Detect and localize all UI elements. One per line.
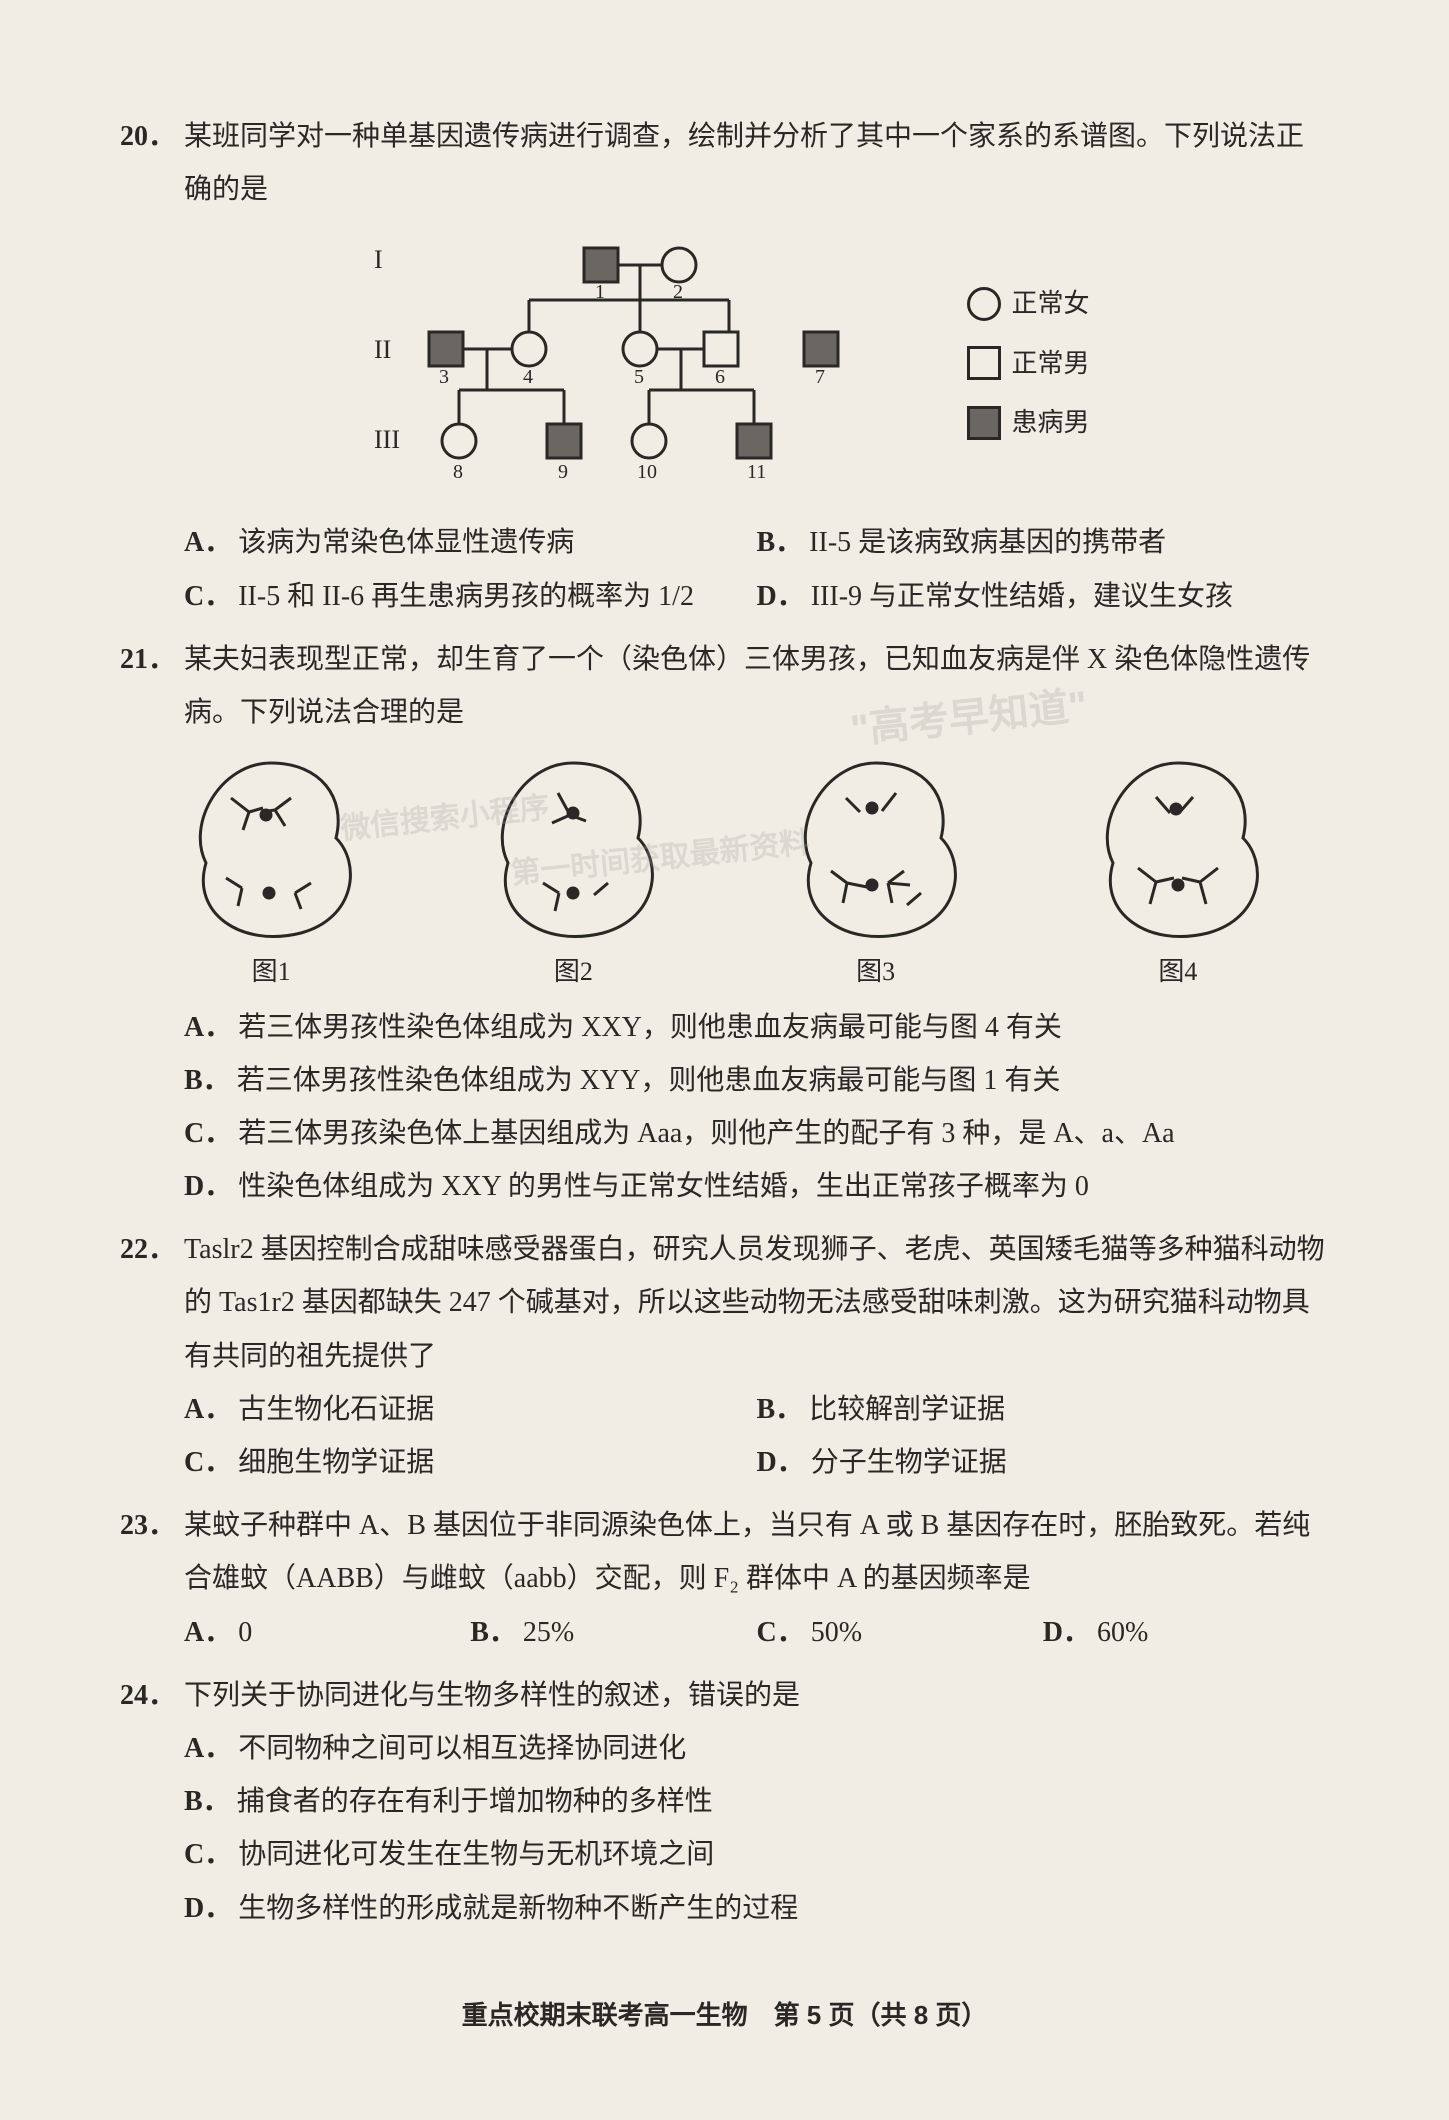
legend-filled-square-icon — [967, 406, 1001, 440]
cell-fig3 — [776, 753, 976, 943]
legend-affected-m: 患病男 — [1011, 398, 1089, 447]
q22-option-d: D．分子生物学证据 — [756, 1436, 1306, 1489]
svg-text:4: 4 — [523, 366, 533, 388]
q21-option-a: A．若三体男孩性染色体组成为 XXY，则他患血友病最可能与图 4 有关 — [120, 1001, 1329, 1054]
q22-option-b: B．比较解剖学证据 — [756, 1383, 1306, 1436]
q22-stem: Taslr2 基因控制合成甜味感受器蛋白，研究人员发现狮子、老虎、英国矮毛猫等多… — [184, 1223, 1329, 1383]
svg-text:11: 11 — [747, 461, 766, 483]
svg-text:2: 2 — [673, 281, 683, 303]
q23-option-b: B．25% — [470, 1606, 733, 1659]
q21-number: 21． — [120, 633, 184, 739]
svg-text:III: III — [374, 425, 400, 454]
svg-text:II: II — [374, 335, 391, 364]
q23-option-a: A．0 — [184, 1606, 447, 1659]
q20-stem: 某班同学对一种单基因遗传病进行调查，绘制并分析了其中一个家系的系谱图。下列说法正… — [184, 110, 1329, 216]
cell-fig1 — [171, 753, 371, 943]
cell-fig2 — [473, 753, 673, 943]
fig3-caption: 图3 — [776, 947, 976, 996]
cell-fig4 — [1078, 753, 1278, 943]
q20-option-a: A．该病为常染色体显性遗传病 — [184, 516, 734, 569]
legend-normal-m: 正常男 — [1011, 339, 1089, 388]
q22-option-c: C．细胞生物学证据 — [184, 1436, 734, 1489]
q23-option-c: C．50% — [756, 1606, 1019, 1659]
q24-option-b: B．捕食者的存在有利于增加物种的多样性 — [120, 1775, 1329, 1828]
q23-option-d: D．60% — [1043, 1606, 1306, 1659]
q21-figures: 图1 图2 — [120, 753, 1329, 996]
q21-option-d: D．性染色体组成为 XXY 的男性与正常女性结婚，生出正常孩子概率为 0 — [120, 1160, 1329, 1213]
q20-option-d: D．III-9 与正常女性结婚，建议生女孩 — [756, 570, 1306, 623]
svg-text:5: 5 — [634, 366, 644, 388]
question-24: 24． 下列关于协同进化与生物多样性的叙述，错误的是 A．不同物种之间可以相互选… — [120, 1669, 1329, 1935]
q24-option-a: A．不同物种之间可以相互选择协同进化 — [120, 1722, 1329, 1775]
page: 20． 某班同学对一种单基因遗传病进行调查，绘制并分析了其中一个家系的系谱图。下… — [120, 110, 1329, 2040]
svg-text:6: 6 — [715, 366, 725, 388]
fig2-caption: 图2 — [473, 947, 673, 996]
question-20: 20． 某班同学对一种单基因遗传病进行调查，绘制并分析了其中一个家系的系谱图。下… — [120, 110, 1329, 623]
svg-text:I: I — [374, 245, 383, 274]
svg-text:9: 9 — [558, 461, 568, 483]
question-23: 23． 某蚊子种群中 A、B 基因位于非同源染色体上，当只有 A 或 B 基因存… — [120, 1499, 1329, 1659]
svg-text:8: 8 — [453, 461, 463, 483]
svg-text:3: 3 — [439, 366, 449, 388]
q24-number: 24． — [120, 1669, 184, 1722]
q21-option-b: B．若三体男孩性染色体组成为 XYY，则他患血友病最可能与图 1 有关 — [120, 1054, 1329, 1107]
q23-stem: 某蚊子种群中 A、B 基因位于非同源染色体上，当只有 A 或 B 基因存在时，胚… — [184, 1499, 1329, 1605]
legend-square-icon — [967, 346, 1001, 380]
q24-option-d: D．生物多样性的形成就是新物种不断产生的过程 — [120, 1882, 1329, 1935]
q23-number: 23． — [120, 1499, 184, 1605]
q24-option-c: C．协同进化可发生在生物与无机环境之间 — [120, 1828, 1329, 1881]
q20-pedigree-figure: I II III 1 2 — [120, 228, 1329, 498]
q20-option-b: B．II-5 是该病致病基因的携带者 — [756, 516, 1306, 569]
q24-stem: 下列关于协同进化与生物多样性的叙述，错误的是 — [184, 1669, 1329, 1722]
fig1-caption: 图1 — [171, 947, 371, 996]
svg-text:10: 10 — [637, 461, 657, 483]
q21-option-c: C．若三体男孩染色体上基因组成为 Aaa，则他产生的配子有 3 种，是 A、a、… — [120, 1107, 1329, 1160]
q21-stem: 某夫妇表现型正常，却生育了一个（染色体）三体男孩，已知血友病是伴 X 染色体隐性… — [184, 633, 1329, 739]
q22-number: 22． — [120, 1223, 184, 1383]
page-footer: 重点校期末联考高一生物 第 5 页（共 8 页） — [120, 1991, 1329, 2040]
question-21: 21． 某夫妇表现型正常，却生育了一个（染色体）三体男孩，已知血友病是伴 X 染… — [120, 633, 1329, 1214]
q22-option-a: A．古生物化石证据 — [184, 1383, 734, 1436]
question-22: 22． Taslr2 基因控制合成甜味感受器蛋白，研究人员发现狮子、老虎、英国矮… — [120, 1223, 1329, 1489]
fig4-caption: 图4 — [1078, 947, 1278, 996]
q20-number: 20． — [120, 110, 184, 216]
svg-text:1: 1 — [595, 281, 605, 303]
q20-option-c: C．II-5 和 II-6 再生患病男孩的概率为 1/2 — [184, 570, 734, 623]
svg-text:7: 7 — [815, 366, 825, 388]
legend-circle-icon — [967, 287, 1001, 321]
legend-normal-f: 正常女 — [1011, 279, 1089, 328]
q20-legend: 正常女 正常男 患病男 — [967, 279, 1089, 447]
